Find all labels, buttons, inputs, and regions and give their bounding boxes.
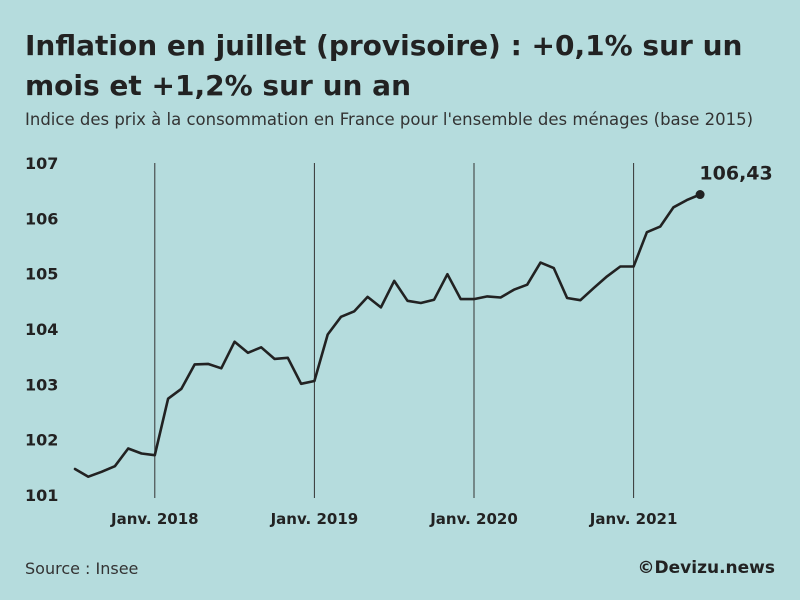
credit-logo: ©Devizu.news bbox=[637, 558, 775, 578]
chart-title: Inflation en juillet (provisoire) : +0,1… bbox=[25, 29, 743, 102]
y-tick-label-102: 102 bbox=[25, 431, 58, 450]
x-tick-label-0: Janv. 2018 bbox=[110, 510, 199, 528]
y-tick-label-106: 106 bbox=[25, 209, 58, 228]
end-point-marker bbox=[695, 190, 705, 200]
chart-subtitle: Indice des prix à la consommation en Fra… bbox=[25, 110, 754, 129]
y-tick-label-105: 105 bbox=[25, 265, 58, 284]
series-line bbox=[73, 193, 702, 479]
y-tick-label-101: 101 bbox=[25, 486, 58, 505]
x-tick-label-2: Janv. 2020 bbox=[429, 510, 518, 528]
source-note: Source : Insee bbox=[25, 559, 139, 578]
y-tick-label-104: 104 bbox=[25, 320, 58, 339]
line-chart: 101 102 103 104 105 106 107 Janv. 2018 Janv. 201… bbox=[25, 154, 773, 528]
y-tick-label-103: 103 bbox=[25, 375, 58, 394]
x-tick-label-3: Janv. 2021 bbox=[589, 510, 678, 528]
y-tick-label-107: 107 bbox=[25, 154, 58, 173]
x-tick-label-1: Janv. 2019 bbox=[270, 510, 359, 528]
end-point-label: 106,43 bbox=[699, 163, 772, 185]
